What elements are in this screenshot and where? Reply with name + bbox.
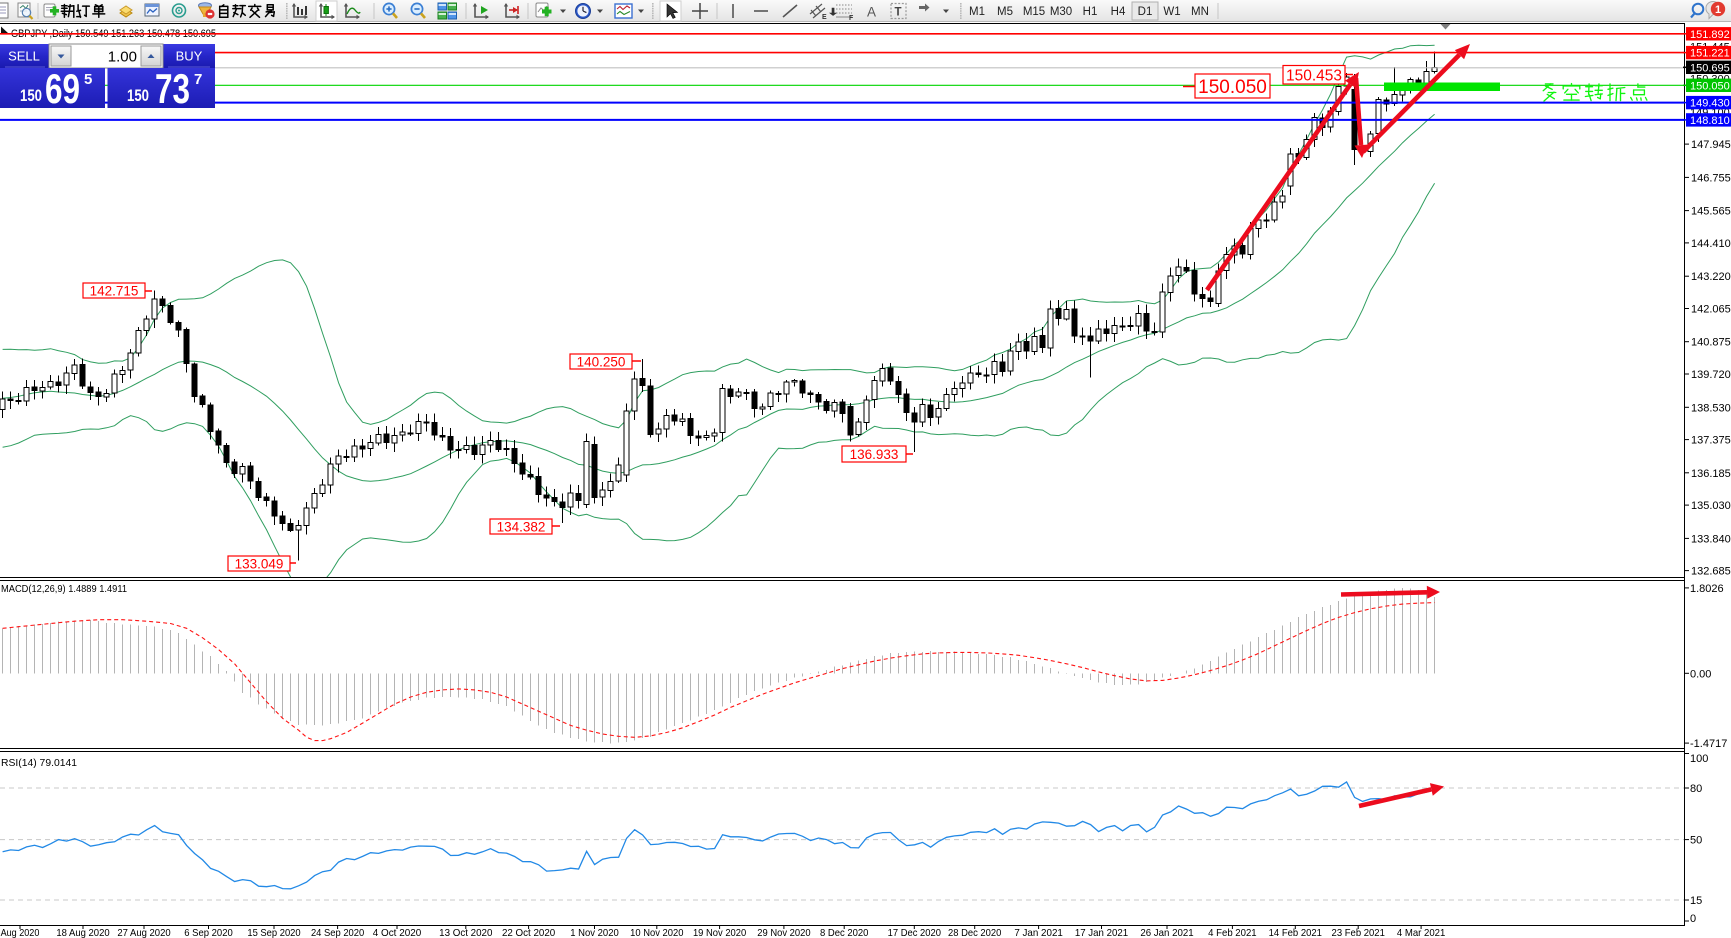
svg-text:27 Aug 2020: 27 Aug 2020	[117, 927, 170, 938]
svg-text:151.221: 151.221	[1690, 48, 1730, 60]
svg-text:M30: M30	[1050, 6, 1072, 18]
svg-text:143.220: 143.220	[1691, 271, 1731, 283]
svg-text:1: 1	[1715, 4, 1721, 16]
svg-text:28 Dec 2020: 28 Dec 2020	[948, 927, 1001, 938]
svg-text:7 Jan 2021: 7 Jan 2021	[1014, 927, 1063, 938]
svg-text:4 Feb 2021: 4 Feb 2021	[1208, 927, 1257, 938]
svg-text:149.430: 149.430	[1690, 98, 1730, 110]
svg-text:M1: M1	[969, 6, 985, 18]
svg-text:29 Nov 2020: 29 Nov 2020	[757, 927, 810, 938]
svg-text:-1.4717: -1.4717	[1690, 738, 1727, 750]
svg-text:15: 15	[1690, 895, 1702, 907]
svg-text:8 Dec 2020: 8 Dec 2020	[820, 927, 869, 938]
svg-text:136.933: 136.933	[850, 447, 899, 462]
svg-text:Aug 2020: Aug 2020	[1, 927, 40, 938]
svg-text:10 Nov 2020: 10 Nov 2020	[630, 927, 683, 938]
svg-text:69: 69	[45, 65, 80, 112]
svg-text:140.250: 140.250	[577, 354, 626, 369]
svg-text:0.00: 0.00	[1690, 668, 1711, 680]
svg-text:7: 7	[194, 71, 202, 88]
svg-text:144.410: 144.410	[1691, 238, 1731, 250]
svg-text:D1: D1	[1138, 6, 1153, 18]
svg-text:139.720: 139.720	[1691, 369, 1731, 381]
svg-text:100: 100	[1690, 753, 1708, 765]
svg-text:A: A	[867, 5, 876, 20]
svg-text:1 Nov 2020: 1 Nov 2020	[570, 927, 619, 938]
svg-text:14 Feb 2021: 14 Feb 2021	[1269, 927, 1322, 938]
svg-text:150: 150	[127, 86, 149, 105]
svg-text:150.453: 150.453	[1286, 67, 1342, 84]
svg-text:24 Sep 2020: 24 Sep 2020	[311, 927, 364, 938]
svg-text:1.00: 1.00	[108, 49, 137, 66]
svg-text:17 Jan 2021: 17 Jan 2021	[1075, 927, 1128, 938]
svg-text:135.030: 135.030	[1691, 500, 1731, 512]
svg-text:134.382: 134.382	[497, 519, 546, 534]
svg-text:MACD(12,26,9) 1.4889 1.4911: MACD(12,26,9) 1.4889 1.4911	[1, 583, 127, 595]
svg-text:133.049: 133.049	[235, 556, 284, 571]
svg-text:0: 0	[1690, 913, 1696, 925]
svg-text:M5: M5	[997, 6, 1013, 18]
svg-text:4 Mar 2021: 4 Mar 2021	[1397, 927, 1446, 938]
svg-text:MN: MN	[1191, 6, 1209, 18]
svg-text:5: 5	[84, 71, 92, 88]
svg-text:140.875: 140.875	[1691, 337, 1731, 349]
svg-text:13 Oct 2020: 13 Oct 2020	[439, 927, 492, 938]
svg-text:150.695: 150.695	[1690, 62, 1730, 74]
svg-text:138.530: 138.530	[1691, 402, 1731, 414]
svg-text:H1: H1	[1083, 6, 1098, 18]
svg-text:142.715: 142.715	[90, 283, 139, 298]
svg-text:73: 73	[155, 65, 190, 112]
svg-text:6 Sep 2020: 6 Sep 2020	[184, 927, 233, 938]
svg-text:150: 150	[20, 86, 42, 105]
svg-text:17 Dec 2020: 17 Dec 2020	[888, 927, 941, 938]
svg-text:147.945: 147.945	[1691, 139, 1731, 151]
svg-text:145.565: 145.565	[1691, 206, 1731, 218]
svg-text:E: E	[822, 14, 827, 21]
svg-text:142.065: 142.065	[1691, 304, 1731, 316]
svg-text:150.050: 150.050	[1690, 80, 1730, 92]
svg-text:BUY: BUY	[176, 49, 203, 64]
svg-text:50: 50	[1690, 835, 1702, 847]
svg-text:148.810: 148.810	[1690, 115, 1730, 127]
svg-text:150.050: 150.050	[1198, 77, 1267, 98]
svg-text:W1: W1	[1163, 6, 1180, 18]
svg-text:18 Aug 2020: 18 Aug 2020	[56, 927, 109, 938]
svg-text:23 Feb 2021: 23 Feb 2021	[1332, 927, 1385, 938]
svg-text:22 Oct 2020: 22 Oct 2020	[502, 927, 555, 938]
svg-text:26 Jan 2021: 26 Jan 2021	[1140, 927, 1193, 938]
svg-text:M15: M15	[1023, 6, 1045, 18]
svg-text:H4: H4	[1111, 6, 1126, 18]
svg-text:15 Sep 2020: 15 Sep 2020	[247, 927, 300, 938]
svg-text:RSI(14) 79.0141: RSI(14) 79.0141	[1, 757, 77, 769]
svg-text:F: F	[849, 15, 854, 22]
svg-text:SELL: SELL	[8, 49, 40, 64]
svg-text:132.685: 132.685	[1691, 566, 1731, 578]
svg-text:151.892: 151.892	[1690, 29, 1730, 41]
svg-text:80: 80	[1690, 783, 1702, 795]
svg-text:136.185: 136.185	[1691, 468, 1731, 480]
svg-text:4 Oct 2020: 4 Oct 2020	[373, 927, 422, 938]
svg-text:137.375: 137.375	[1691, 435, 1731, 447]
svg-text:19 Nov 2020: 19 Nov 2020	[693, 927, 746, 938]
svg-text:146.755: 146.755	[1691, 172, 1731, 184]
svg-text:133.840: 133.840	[1691, 533, 1731, 545]
svg-text:T: T	[895, 7, 902, 19]
svg-text:1.8026: 1.8026	[1690, 583, 1724, 595]
